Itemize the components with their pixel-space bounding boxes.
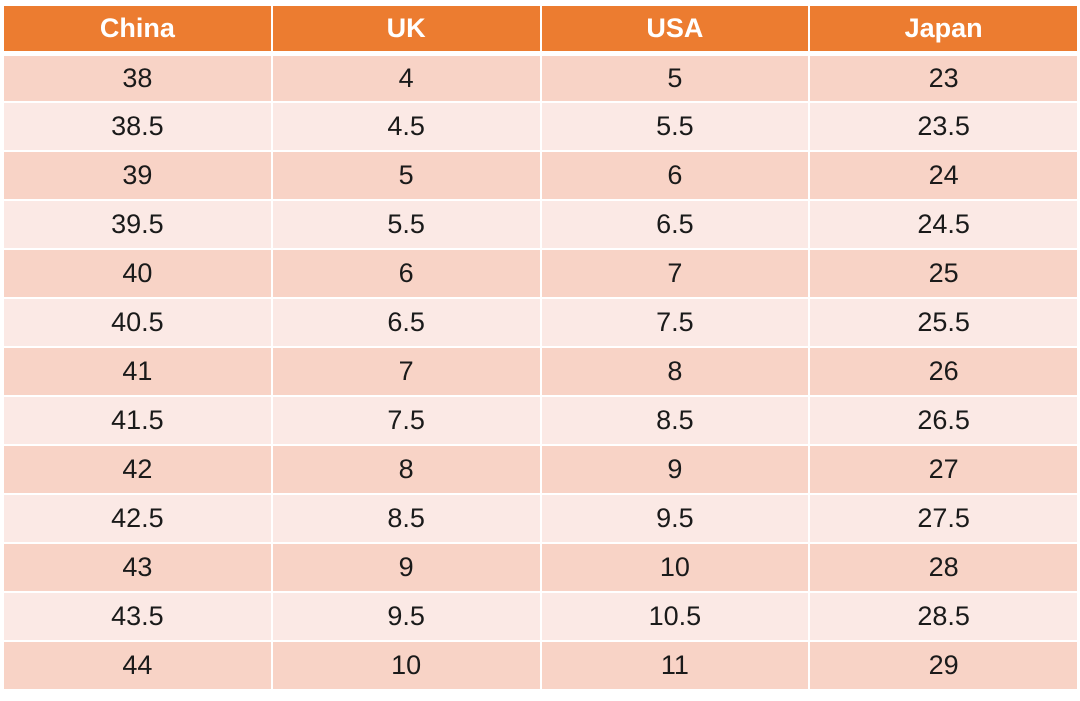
cell-japan: 26.5 bbox=[808, 395, 1079, 446]
table-row: 40 6 7 25 bbox=[2, 248, 1079, 299]
cell-china: 43 bbox=[2, 542, 273, 593]
cell-usa: 5 bbox=[539, 52, 811, 103]
cell-japan: 28 bbox=[808, 542, 1079, 593]
cell-uk: 5 bbox=[270, 150, 542, 201]
cell-china: 41.5 bbox=[2, 395, 273, 446]
cell-japan: 25.5 bbox=[808, 297, 1079, 348]
cell-usa: 8 bbox=[539, 346, 811, 397]
cell-japan: 23 bbox=[808, 52, 1079, 103]
cell-uk: 9.5 bbox=[270, 591, 542, 642]
table-row: 43 9 10 28 bbox=[2, 542, 1079, 593]
cell-usa: 7 bbox=[539, 248, 811, 299]
cell-uk: 8.5 bbox=[270, 493, 542, 544]
table-row: 39 5 6 24 bbox=[2, 150, 1079, 201]
cell-usa: 7.5 bbox=[539, 297, 811, 348]
cell-china: 44 bbox=[2, 640, 273, 691]
cell-china: 40.5 bbox=[2, 297, 273, 348]
cell-uk: 8 bbox=[270, 444, 542, 495]
table-row: 43.5 9.5 10.5 28.5 bbox=[2, 591, 1079, 642]
cell-china: 38.5 bbox=[2, 101, 273, 152]
cell-china: 41 bbox=[2, 346, 273, 397]
cell-japan: 29 bbox=[808, 640, 1079, 691]
table-row: 40.5 6.5 7.5 25.5 bbox=[2, 297, 1079, 348]
cell-uk: 7 bbox=[270, 346, 542, 397]
header-japan: Japan bbox=[808, 4, 1079, 56]
cell-uk: 4.5 bbox=[270, 101, 542, 152]
cell-china: 39.5 bbox=[2, 199, 273, 250]
cell-uk: 9 bbox=[270, 542, 542, 593]
cell-usa: 9 bbox=[539, 444, 811, 495]
cell-usa: 10.5 bbox=[539, 591, 811, 642]
cell-japan: 27.5 bbox=[808, 493, 1079, 544]
table-row: 42.5 8.5 9.5 27.5 bbox=[2, 493, 1079, 544]
cell-usa: 10 bbox=[539, 542, 811, 593]
cell-china: 42 bbox=[2, 444, 273, 495]
shoe-size-conversion-table: China UK USA Japan 38 4 5 23 38.5 4.5 5.5 23.5 3… bbox=[2, 4, 1079, 691]
header-usa: USA bbox=[539, 4, 811, 56]
cell-china: 39 bbox=[2, 150, 273, 201]
cell-japan: 24.5 bbox=[808, 199, 1079, 250]
cell-china: 43.5 bbox=[2, 591, 273, 642]
cell-usa: 8.5 bbox=[539, 395, 811, 446]
table-row: 42 8 9 27 bbox=[2, 444, 1079, 495]
table-row: 38 4 5 23 bbox=[2, 52, 1079, 103]
cell-usa: 11 bbox=[539, 640, 811, 691]
cell-uk: 5.5 bbox=[270, 199, 542, 250]
cell-japan: 28.5 bbox=[808, 591, 1079, 642]
cell-uk: 4 bbox=[270, 52, 542, 103]
cell-china: 42.5 bbox=[2, 493, 273, 544]
cell-japan: 24 bbox=[808, 150, 1079, 201]
table-row: 41.5 7.5 8.5 26.5 bbox=[2, 395, 1079, 446]
table-row: 41 7 8 26 bbox=[2, 346, 1079, 397]
cell-uk: 6.5 bbox=[270, 297, 542, 348]
table-row: 44 10 11 29 bbox=[2, 640, 1079, 691]
table-row: 38.5 4.5 5.5 23.5 bbox=[2, 101, 1079, 152]
cell-japan: 23.5 bbox=[808, 101, 1079, 152]
table-body: 38 4 5 23 38.5 4.5 5.5 23.5 39 5 6 24 39.5 5.5 6.5 24.5… bbox=[2, 52, 1079, 691]
cell-japan: 26 bbox=[808, 346, 1079, 397]
cell-usa: 6 bbox=[539, 150, 811, 201]
header-uk: UK bbox=[270, 4, 542, 56]
cell-uk: 6 bbox=[270, 248, 542, 299]
cell-usa: 6.5 bbox=[539, 199, 811, 250]
header-row: China UK USA Japan bbox=[2, 4, 1079, 56]
size-conversion-table-container: China UK USA Japan 38 4 5 23 38.5 4.5 5.5 23.5 3… bbox=[2, 4, 1079, 691]
table-header: China UK USA Japan bbox=[2, 4, 1079, 56]
cell-japan: 27 bbox=[808, 444, 1079, 495]
cell-usa: 5.5 bbox=[539, 101, 811, 152]
cell-china: 40 bbox=[2, 248, 273, 299]
cell-uk: 10 bbox=[270, 640, 542, 691]
table-row: 39.5 5.5 6.5 24.5 bbox=[2, 199, 1079, 250]
cell-usa: 9.5 bbox=[539, 493, 811, 544]
cell-china: 38 bbox=[2, 52, 273, 103]
cell-uk: 7.5 bbox=[270, 395, 542, 446]
header-china: China bbox=[2, 4, 273, 56]
cell-japan: 25 bbox=[808, 248, 1079, 299]
